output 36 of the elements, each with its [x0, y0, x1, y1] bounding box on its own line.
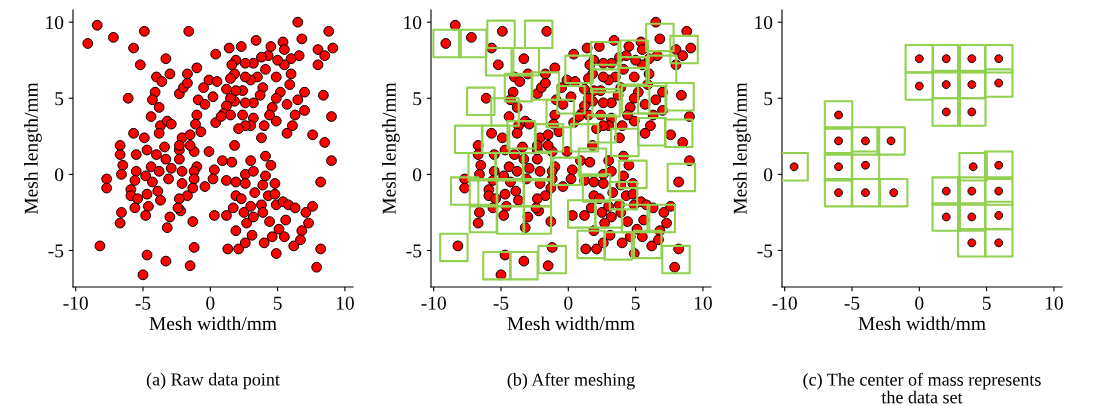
x-tick-label: -10 — [772, 296, 797, 310]
x-tick-label: 5 — [982, 296, 991, 310]
x-tick-label: -10 — [421, 296, 446, 310]
x-tick-label: -5 — [135, 296, 151, 310]
y-tick-label: 5 — [764, 92, 773, 106]
y-tick-label: -5 — [757, 244, 773, 258]
x-axis-title: Mesh width/mm — [858, 316, 986, 331]
x-tick-label: 0 — [564, 296, 573, 310]
y-tick-label: 5 — [55, 92, 64, 106]
x-tick-label: 0 — [915, 296, 924, 310]
text: (b) After meshing — [507, 372, 635, 390]
y-tick-label: 10 — [404, 15, 422, 30]
y-tick-label: -5 — [406, 244, 422, 258]
x-tick-label: 10 — [1045, 296, 1063, 310]
x-tick-label: -5 — [493, 296, 509, 310]
x-tick-label: 0 — [206, 296, 215, 310]
y-tick-label: -5 — [48, 244, 64, 258]
x-axis-title: Mesh width/mm — [507, 316, 635, 331]
x-tick-label: 10 — [694, 296, 712, 310]
x-tick-label: 5 — [273, 296, 282, 310]
x-tick-label: -10 — [63, 296, 88, 310]
x-axis-title: Mesh width/mm — [149, 316, 277, 331]
y-tick-label: 10 — [755, 15, 773, 30]
text: (a) Raw data point — [146, 372, 280, 390]
y-axis-title: Mesh length/mm — [733, 82, 751, 215]
y-tick-label: 0 — [412, 168, 422, 182]
y-axis-title: Mesh length/mm — [24, 82, 42, 215]
x-tick-label: -5 — [844, 296, 860, 310]
y-tick-label: 0 — [763, 168, 773, 182]
x-tick-label: 10 — [336, 296, 354, 310]
y-tick-label: 0 — [54, 168, 64, 182]
y-axis-title: Mesh length/mm — [382, 82, 400, 215]
y-tick-label: 10 — [46, 15, 64, 30]
text: (c) The center of mass represents the data set — [803, 372, 1041, 404]
x-tick-label: 5 — [631, 296, 640, 310]
y-tick-label: 5 — [413, 92, 422, 106]
